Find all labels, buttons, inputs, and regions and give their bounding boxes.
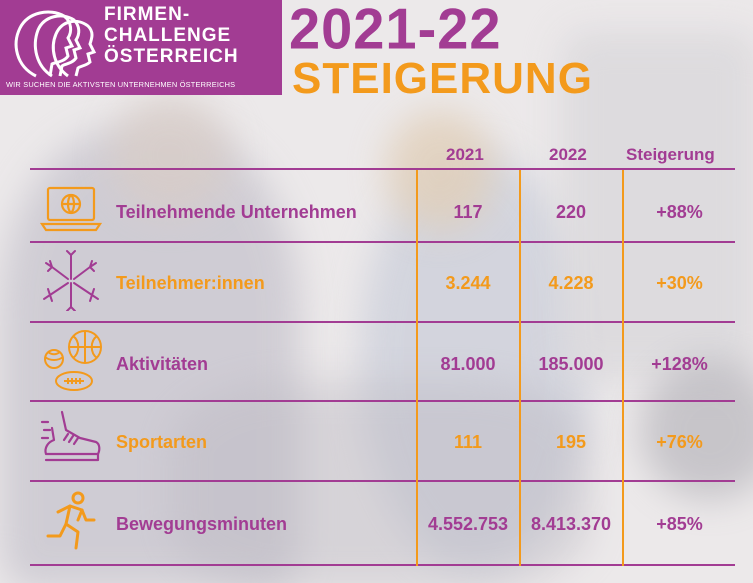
column-divider [416,170,418,566]
row-label: Sportarten [116,432,208,452]
table-divider [30,480,735,482]
value-2022: 4.228 [548,273,594,293]
row-label: Aktivitäten [116,354,209,374]
value-2021: 111 [453,432,483,452]
faces-logo-icon [14,10,97,78]
table-row: Teilnehmer:innen 3.244 4.228 +30% [30,243,735,321]
logo-line-3: ÖSTERREICH [104,46,239,67]
runner-icon [46,491,96,550]
table-row: Sportarten 111 195 +76% [30,402,735,480]
headline-years: 2021-22 [289,0,502,61]
value-2022: 8.413.370 [530,514,612,534]
row-label: Bewegungsminuten [116,514,288,534]
hands-together-icon [43,250,99,311]
value-2021: 117 [453,202,483,222]
headline-steigerung: STEIGERUNG [292,54,593,103]
column-header-steigerung: Steigerung [626,145,715,164]
table-divider [30,241,735,243]
value-increase: +88% [656,202,703,222]
column-header-2021: 2021 [446,145,484,164]
value-2022: 195 [555,432,587,452]
running-shoe-icon [40,410,101,462]
column-header-2022: 2022 [549,145,587,164]
table-divider [30,400,735,402]
value-2022: 185.000 [538,354,604,374]
table-divider [30,168,735,170]
logo-line-1: FIRMEN- [104,4,191,25]
column-divider [519,170,521,566]
logo-line-2: CHALLENGE [104,25,232,46]
table-divider [30,564,735,566]
logo-tagline: WIR SUCHEN DIE AKTIVSTEN UNTERNEHMEN ÖST… [6,80,236,89]
laptop-globe-icon [40,186,102,232]
value-increase: +128% [651,354,708,374]
value-2021: 81.000 [440,354,496,374]
logo-title: FIRMEN- CHALLENGE ÖSTERREICH [104,4,274,67]
table-row: Teilnehmende Unternehmen 117 220 +88% [30,170,735,241]
table-row: Aktivitäten 81.000 185.000 +128% [30,323,735,400]
value-2021: 3.244 [445,273,491,293]
balls-icon [44,330,102,391]
value-increase: +76% [656,432,703,452]
firmen-challenge-logo: FIRMEN- CHALLENGE ÖSTERREICH WIR SUCHEN … [0,0,282,95]
row-label: Teilnehmende Unternehmen [116,202,357,222]
table-row: Bewegungsminuten 4.552.753 8.413.370 +85… [30,482,735,564]
value-increase: +85% [656,514,703,534]
value-2021: 4.552.753 [427,514,509,534]
value-2022: 220 [555,202,587,222]
column-divider [622,170,624,566]
table-divider [30,321,735,323]
value-increase: +30% [656,273,703,293]
row-label: Teilnehmer:innen [116,273,265,293]
